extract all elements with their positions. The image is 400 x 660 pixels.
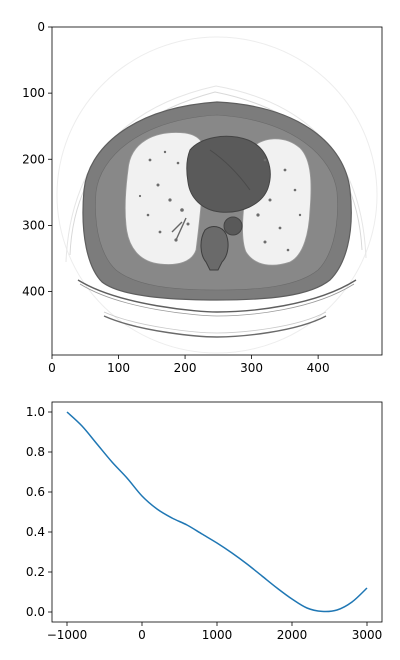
image-y-ticks: 0 100 200 300 400	[22, 20, 52, 299]
lung-vessels	[138, 150, 302, 252]
line-y-tick-label: 0.0	[26, 605, 45, 619]
image-y-tick-label: 200	[22, 152, 45, 166]
line-x-tick-label: 0	[138, 628, 146, 642]
line-x-ticks: −1000 0 1000 2000 3000	[47, 622, 383, 642]
line-y-ticks: 0.0 0.2 0.4 0.6 0.8 1.0	[26, 405, 52, 619]
image-x-tick-label: 400	[307, 361, 330, 375]
line-y-tick-label: 0.6	[26, 485, 45, 499]
left-lung	[124, 132, 206, 265]
image-x-tick-label: 0	[48, 361, 56, 375]
heart	[186, 135, 271, 213]
image-x-ticks: 0 100 200 300 400	[48, 355, 330, 375]
line-x-tick-label: −1000	[47, 628, 88, 642]
image-y-tick-label: 100	[22, 86, 45, 100]
line-axes: −1000 0 1000 2000 3000 0.0 0.2 0.4 0.6 0.8 1.0	[26, 401, 383, 642]
image-x-tick-label: 100	[107, 361, 130, 375]
line-plot-background	[52, 402, 382, 622]
image-axes-frame	[51, 26, 383, 356]
image-y-tick-label: 0	[37, 20, 45, 34]
line-y-tick-label: 0.2	[26, 565, 45, 579]
image-x-tick-label: 300	[240, 361, 263, 375]
aorta	[223, 216, 243, 236]
image-y-tick-label: 300	[22, 218, 45, 232]
line-y-tick-label: 1.0	[26, 405, 45, 419]
line-x-tick-label: 2000	[277, 628, 308, 642]
ct-image	[56, 36, 378, 354]
line-y-tick-label: 0.8	[26, 445, 45, 459]
ct-table	[77, 279, 357, 313]
line-y-tick-label: 0.4	[26, 525, 45, 539]
line-x-tick-label: 1000	[202, 628, 233, 642]
vertebra	[200, 226, 229, 271]
line-x-tick-label: 3000	[352, 628, 383, 642]
image-x-tick-label: 200	[174, 361, 197, 375]
series-line	[66, 411, 368, 613]
ct-image-axes: 0 100 200 300 400 0 100 200 300 400	[22, 20, 383, 375]
image-y-tick-label: 400	[22, 285, 45, 299]
